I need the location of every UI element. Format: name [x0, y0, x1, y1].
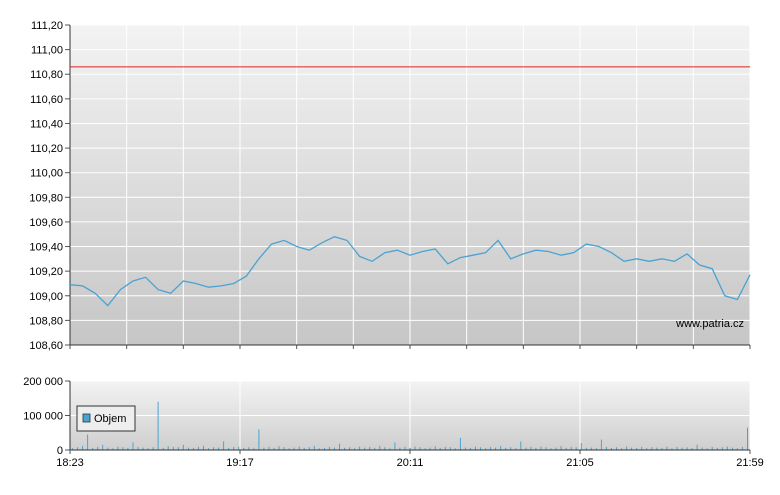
volume-y-tick-label: 200 000 — [23, 376, 63, 388]
volume-panel: 200 000 100 000 018:23 19:17 20:11 21:05 21:59… — [23, 376, 764, 469]
price-y-tick-label: 111,20 — [31, 20, 63, 32]
price-y-tick-label: 110,40 — [30, 118, 63, 130]
price-y-tick-label: 110,60 — [30, 94, 63, 106]
price-y-tick-label: 110,80 — [30, 69, 63, 81]
price-y-tick-label: 109,20 — [29, 266, 63, 278]
volume-y-tick-label: 100 000 — [23, 411, 63, 423]
price-y-tick-label: 108,80 — [29, 315, 63, 327]
price-y-tick-label: 109,00 — [29, 291, 63, 303]
volume-x-tick-label: 18:23 — [56, 457, 84, 469]
price-y-tick-label: 111,00 — [31, 45, 63, 57]
price-y-tick-label: 109,80 — [29, 192, 63, 204]
price-y-tick-label: 110,00 — [30, 168, 63, 180]
volume-x-tick-label: 20:11 — [397, 457, 424, 469]
watermark-text: www.patria.cz — [675, 318, 744, 330]
volume-x-tick-label: 21:59 — [736, 457, 764, 469]
price-y-tick-label: 109,60 — [29, 217, 63, 229]
price-panel: 111,20 111,00 110,80 110,60 110,40 110,20 110,… — [29, 20, 751, 352]
price-y-tick-label: 108,60 — [29, 340, 63, 352]
volume-x-tick-label: 19:17 — [226, 457, 254, 469]
volume-legend: Objem — [76, 405, 136, 432]
volume-y-tick-label: 0 — [57, 445, 63, 457]
legend-label: Objem — [94, 413, 126, 425]
volume-x-tick-label: 21:05 — [566, 457, 594, 469]
price-series-line — [69, 236, 751, 307]
legend-swatch — [82, 413, 91, 423]
price-y-tick-label: 110,20 — [30, 143, 63, 155]
price-y-tick-label: 109,40 — [29, 242, 63, 254]
